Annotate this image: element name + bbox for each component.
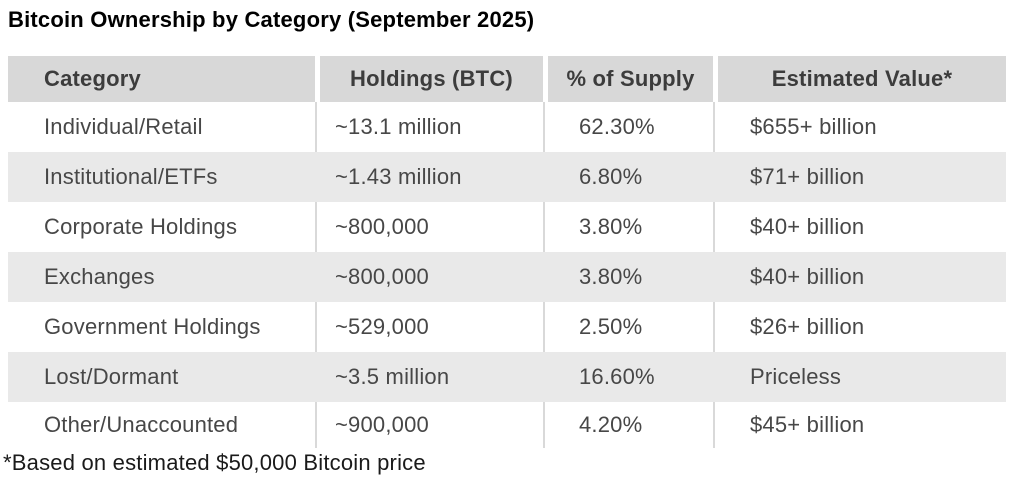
cell-supply-pct: 3.80% bbox=[543, 202, 713, 252]
cell-supply-pct: 3.80% bbox=[543, 252, 713, 302]
cell-category: Individual/Retail bbox=[44, 114, 203, 139]
cell-value: $40+ billion bbox=[713, 252, 1006, 302]
cell-category: Institutional/ETFs bbox=[44, 164, 218, 189]
table-footnote: *Based on estimated $50,000 Bitcoin pric… bbox=[3, 450, 426, 475]
header-cell-holdings: Holdings (BTC) bbox=[315, 56, 543, 102]
cell-holdings: ~800,000 bbox=[315, 202, 543, 252]
table-row-corporate-holdings: Corporate Holdings ~800,000 3.80% $40+ b… bbox=[8, 202, 1006, 252]
table-row-institutional-etfs: Institutional/ETFs ~1.43 million 6.80% $… bbox=[8, 152, 1006, 202]
cell-holdings: ~1.43 million bbox=[315, 152, 543, 202]
table-row-exchanges: Exchanges ~800,000 3.80% $40+ billion bbox=[8, 252, 1006, 302]
table-row-individual-retail: Individual/Retail ~13.1 million 62.30% $… bbox=[8, 102, 1006, 152]
table-row-lost-dormant: Lost/Dormant ~3.5 million 16.60% Pricele… bbox=[8, 352, 1006, 402]
cell-supply-pct: 4.20% bbox=[543, 402, 713, 448]
cell-category: Government Holdings bbox=[44, 314, 261, 339]
header-cell-category: Category bbox=[44, 66, 141, 91]
cell-category: Other/Unaccounted bbox=[44, 412, 239, 437]
cell-holdings: ~529,000 bbox=[315, 302, 543, 352]
cell-value: $45+ billion bbox=[713, 402, 1006, 448]
header-cell-estimated-value: Estimated Value* bbox=[713, 56, 1006, 102]
cell-holdings: ~13.1 million bbox=[315, 102, 543, 152]
cell-category: Exchanges bbox=[44, 264, 155, 289]
bitcoin-ownership-table: Category Holdings (BTC) % of Supply Esti… bbox=[8, 56, 1006, 448]
cell-category: Corporate Holdings bbox=[44, 214, 238, 239]
table-header-row: Category Holdings (BTC) % of Supply Esti… bbox=[8, 56, 1006, 102]
cell-supply-pct: 2.50% bbox=[543, 302, 713, 352]
table-row-other-unaccounted: Other/Unaccounted ~900,000 4.20% $45+ bi… bbox=[8, 402, 1006, 448]
cell-supply-pct: 6.80% bbox=[543, 152, 713, 202]
page-title: Bitcoin Ownership by Category (September… bbox=[8, 7, 535, 32]
cell-value: Priceless bbox=[713, 352, 1006, 402]
cell-holdings: ~900,000 bbox=[315, 402, 543, 448]
cell-value: $71+ billion bbox=[713, 152, 1006, 202]
cell-value: $40+ billion bbox=[713, 202, 1006, 252]
cell-holdings: ~3.5 million bbox=[315, 352, 543, 402]
cell-value: $26+ billion bbox=[713, 302, 1006, 352]
cell-value: $655+ billion bbox=[713, 102, 1006, 152]
table-row-government-holdings: Government Holdings ~529,000 2.50% $26+ … bbox=[8, 302, 1006, 352]
cell-supply-pct: 62.30% bbox=[543, 102, 713, 152]
cell-holdings: ~800,000 bbox=[315, 252, 543, 302]
cell-supply-pct: 16.60% bbox=[543, 352, 713, 402]
header-cell-supply-pct: % of Supply bbox=[543, 56, 713, 102]
cell-category: Lost/Dormant bbox=[44, 364, 179, 389]
